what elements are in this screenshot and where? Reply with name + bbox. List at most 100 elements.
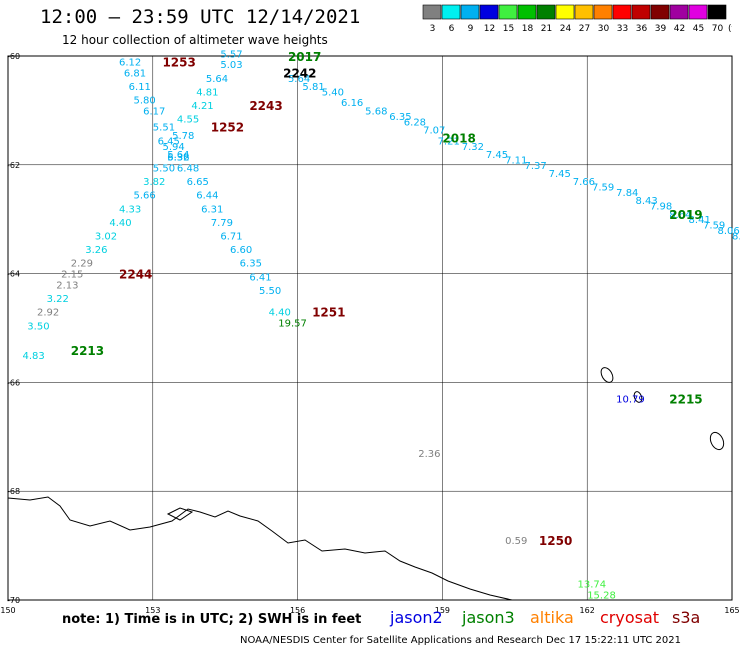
wave-height-value: 5.50 — [259, 286, 281, 297]
colorbar-label: 27 — [579, 24, 590, 32]
wave-height-value: 8.43 — [635, 196, 657, 207]
wave-height-value: 5.78 — [172, 131, 194, 142]
wave-height-value: 7.59 — [703, 221, 725, 232]
colorbar-swatch — [536, 4, 556, 20]
wave-height-value: 5.81 — [302, 82, 324, 93]
colorbar-label: 6 — [449, 24, 455, 32]
wave-height-value: 10.79 — [616, 395, 645, 406]
wave-height-value: 7.59 — [592, 183, 614, 194]
colorbar-swatch — [631, 4, 651, 20]
wave-height-value: 4.33 — [119, 204, 141, 215]
wave-height-value: 7.32 — [462, 142, 484, 153]
wave-height-value: 6.31 — [201, 204, 223, 215]
colorbar-label: 15 — [503, 24, 514, 32]
wave-height-value: 15.28 — [587, 591, 616, 602]
wave-height-value: 7.37 — [524, 161, 546, 172]
wave-height-value: 8.29 — [732, 232, 740, 243]
lon-tick-label: 150 — [0, 606, 15, 615]
pass-time-label: 2244 — [119, 268, 152, 282]
wave-height-value: 6.11 — [129, 82, 151, 93]
wave-height-value: 3.22 — [47, 294, 69, 305]
wave-height-value: 3.50 — [27, 321, 49, 332]
colorbar-unit: (ft) — [728, 24, 732, 32]
wave-height-value: 4.40 — [109, 218, 131, 229]
colorbar-swatch — [688, 4, 708, 20]
colorbar-swatch — [612, 4, 632, 20]
wave-height-value: 19.57 — [278, 319, 307, 330]
wave-height-value: 2.15 — [61, 270, 83, 281]
wave-height-value: 5.64 — [167, 150, 189, 161]
sat-jason3-label: jason3 — [462, 608, 515, 627]
lat-tick-label: -64 — [7, 270, 20, 279]
lon-tick-label: 162 — [580, 606, 595, 615]
wave-height-value: 5.36 — [167, 153, 189, 164]
map-frame — [7, 55, 733, 601]
wave-height-value: 5.50 — [153, 164, 175, 175]
sat-s3a-label: s3a — [672, 608, 701, 627]
wave-height-value: 7.79 — [211, 218, 233, 229]
colorbar-label: 42 — [674, 24, 685, 32]
wave-height-value: 7.07 — [423, 125, 445, 136]
pass-time-label: 2215 — [669, 393, 702, 407]
island — [633, 391, 643, 403]
lat-tick-label: -66 — [7, 378, 20, 387]
wave-height-value: 6.17 — [143, 106, 165, 117]
wave-height-value: 8.64 — [669, 210, 691, 221]
footer-credit: NOAA/NESDIS Center for Satellite Applica… — [240, 635, 682, 646]
pass-time-label: 2018 — [442, 132, 475, 146]
lon-tick-label: 153 — [145, 606, 160, 615]
wave-height-value: 6.35 — [240, 259, 262, 270]
colorbar-swatch — [422, 4, 442, 20]
colorbar-label: 33 — [617, 24, 628, 32]
lon-tick-label: 159 — [435, 606, 450, 615]
wave-height-value: 7.11 — [505, 155, 527, 166]
wave-height-value: 6.48 — [177, 164, 199, 175]
colorbar-swatch — [650, 4, 670, 20]
colorbar-label: 70 — [712, 24, 724, 32]
pass-time-label: 2242 — [283, 66, 316, 80]
page-subtitle: 12 hour collection of altimeter wave hei… — [62, 33, 328, 47]
pass-time-label: 2017 — [288, 50, 321, 64]
wave-height-value: 2.13 — [56, 280, 78, 291]
lon-tick-label: 156 — [290, 606, 305, 615]
colorbar-label: 21 — [541, 24, 552, 32]
wave-height-value: 5.68 — [365, 106, 387, 117]
wave-height-value: 7.45 — [549, 169, 571, 180]
sat-cryosat-label: cryosat — [600, 608, 660, 627]
wave-height-value: 5.03 — [220, 60, 242, 71]
colorbar-swatch — [517, 4, 537, 20]
colorbar-swatch — [441, 4, 461, 20]
wave-height-value: 2.36 — [418, 449, 440, 460]
wave-height-value: 6.28 — [404, 117, 426, 128]
wave-height-value: 2.92 — [37, 308, 59, 319]
wave-height-value: 6.41 — [249, 272, 271, 283]
colorbar-swatch — [707, 4, 727, 20]
colorbar-label: 45 — [693, 24, 704, 32]
wave-height-value: 4.55 — [177, 115, 199, 126]
wave-height-value: 5.51 — [153, 123, 175, 134]
wave-height-value: 7.66 — [573, 177, 595, 188]
wave-height-value: 6.32 — [167, 153, 189, 164]
wave-height-value: 8.06 — [718, 226, 740, 237]
wave-height-value: 6.71 — [220, 232, 242, 243]
wave-height-value: 5.80 — [133, 96, 155, 107]
sat-jason2-label: jason2 — [390, 608, 443, 627]
wave-height-value: 7.98 — [650, 202, 672, 213]
colorbar-swatch — [498, 4, 518, 20]
coastline — [7, 496, 513, 601]
lat-tick-label: -60 — [7, 52, 20, 61]
wave-height-value: 5.94 — [162, 142, 184, 153]
wave-height-value: 3.82 — [143, 177, 165, 188]
colorbar-swatch — [479, 4, 499, 20]
wave-height-value: 6.35 — [389, 112, 411, 123]
colorbar-label: 30 — [598, 24, 610, 32]
wave-height-value: 6.65 — [187, 177, 209, 188]
island — [600, 367, 614, 383]
pass-time-label: 1250 — [539, 534, 572, 548]
wave-height-value: 4.83 — [22, 351, 44, 362]
page-title: 12:00 – 23:59 UTC 12/14/2021 — [40, 6, 361, 28]
colorbar-swatch — [460, 4, 480, 20]
wave-height-value: 5.40 — [322, 87, 344, 98]
pass-time-label: 1251 — [312, 306, 345, 320]
